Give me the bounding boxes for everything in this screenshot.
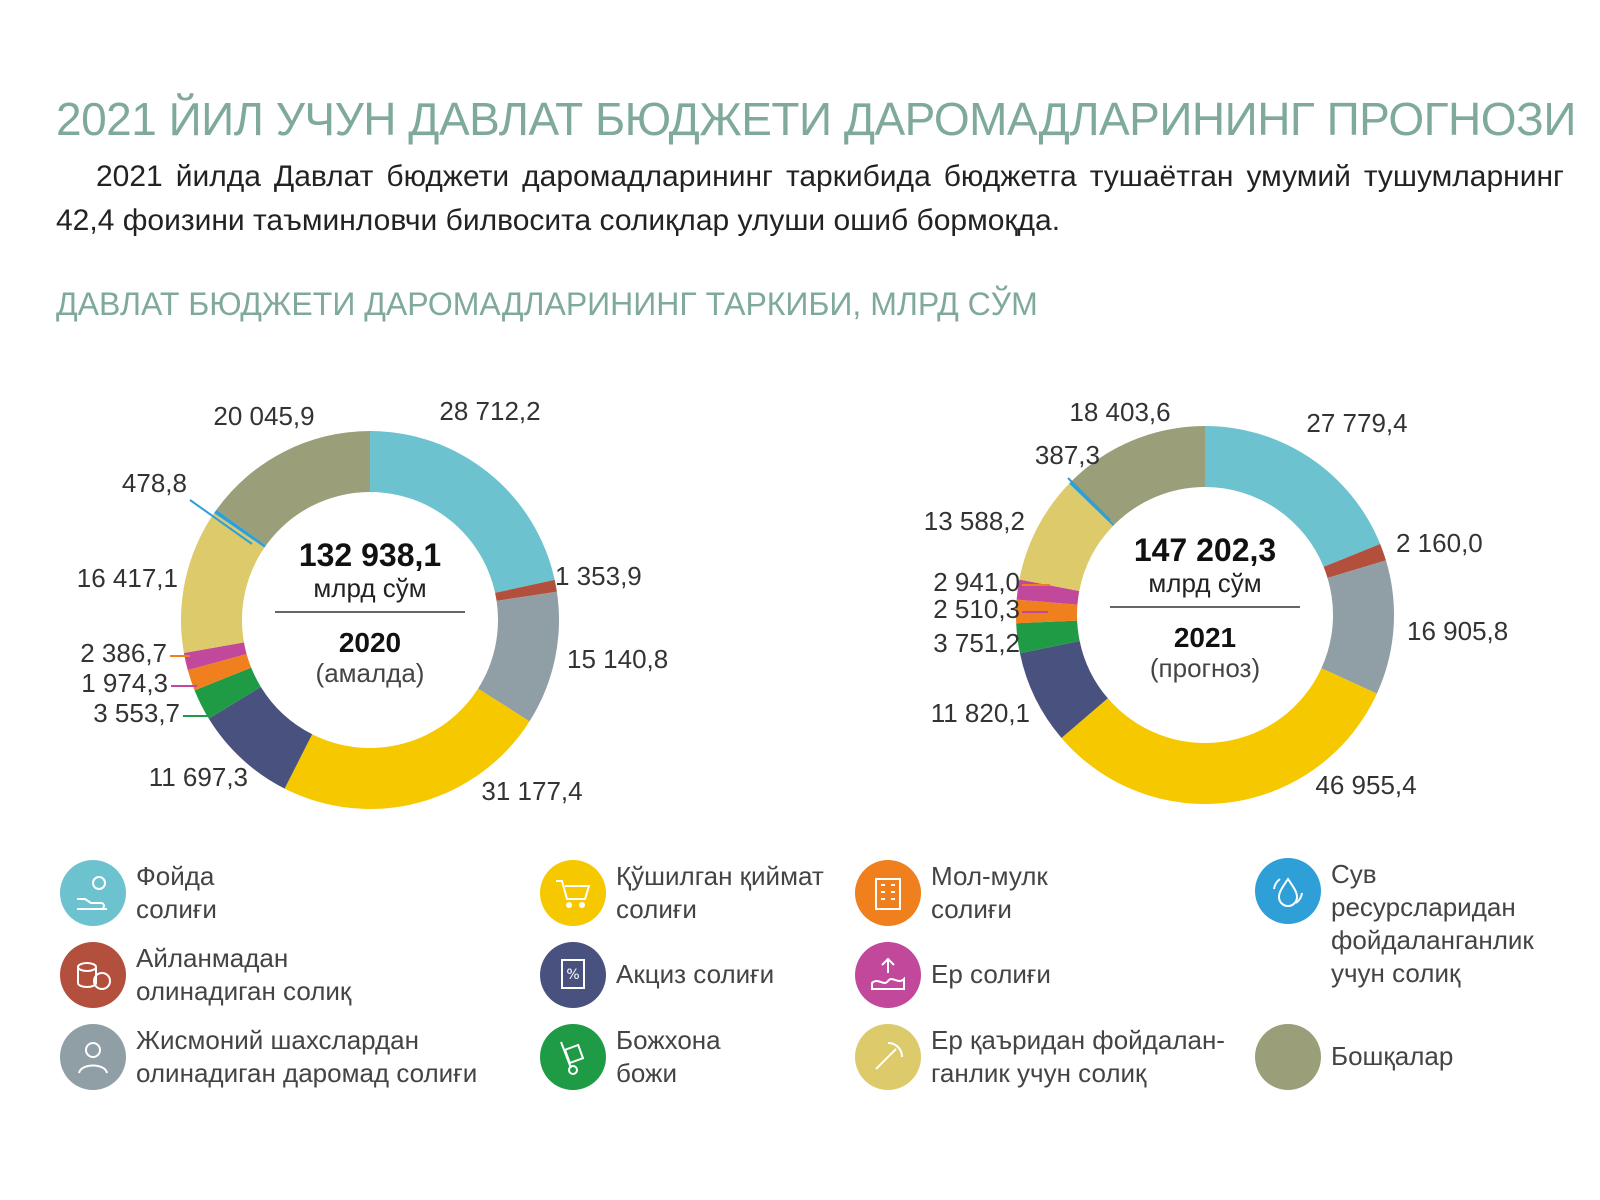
- legend-item: Қўшилган қиймат солиғи: [540, 860, 824, 926]
- slice-value-label: 11 697,3: [149, 762, 248, 792]
- slice-value-label: 1 974,3: [81, 668, 168, 698]
- donut-chart-2021: 27 779,4 2 160,0 16 905,8 46 955,4 11 820,1 3…: [924, 397, 1508, 805]
- slice-value-label: 18 403,6: [1069, 397, 1170, 427]
- legend-item: Мол-мулк солиғи: [855, 860, 1048, 926]
- center-note: (прогноз): [1150, 653, 1260, 683]
- center-unit: млрд сўм: [1148, 568, 1261, 598]
- slice-value-label: 15 140,8: [567, 644, 668, 674]
- legend-label: Акциз солиғи: [616, 959, 775, 989]
- hand-truck-icon: [540, 1024, 606, 1090]
- slice-value-label: 28 712,2: [439, 396, 540, 426]
- center-unit: млрд сўм: [313, 573, 426, 603]
- legend-item: % Акциз солиғи: [540, 942, 774, 1008]
- coin-stack-icon: [60, 942, 126, 1008]
- slice-value-label: 31 177,4: [481, 776, 582, 806]
- legend-item: Ер солиғи: [855, 942, 1051, 1008]
- legend-item: Жисмоний шахслардан олинадиган даромад с…: [60, 1024, 477, 1090]
- legend-label: Сув ресурсларидан фойдаланганлик учун со…: [1331, 859, 1534, 988]
- slice-value-label: 16 905,8: [1407, 616, 1508, 646]
- donut-slice: [194, 667, 261, 719]
- center-total: 147 202,3: [1134, 532, 1276, 568]
- slice-value-label: 1 353,9: [555, 561, 642, 591]
- legend-item: Бошқалар: [1255, 1024, 1453, 1090]
- legend-label: Бошқалар: [1331, 1041, 1454, 1071]
- donut-charts: 28 712,2 1 353,9 15 140,8 31 177,4 11 697,3 3…: [77, 396, 1508, 809]
- slice-value-label: 27 779,4: [1306, 408, 1407, 438]
- slice-value-label: 2 510,3: [933, 594, 1020, 624]
- donut-slice: [495, 579, 557, 601]
- donut-slice: [478, 591, 559, 722]
- slice-value-label: 3 553,7: [93, 698, 180, 728]
- legend-label: Ер солиғи: [931, 959, 1051, 989]
- cart-icon: [540, 860, 606, 926]
- donut-slice: [1071, 426, 1205, 525]
- donut-slice: [1061, 668, 1377, 805]
- donut-slice: [1321, 560, 1394, 694]
- legend-item: Айланмадан олинадиган солиқ: [60, 942, 351, 1008]
- building-icon: [855, 860, 921, 926]
- slice-value-label: 2 160,0: [1396, 528, 1483, 558]
- donut-slice: [208, 686, 313, 789]
- legend-label: Фойда солиғи: [136, 861, 217, 924]
- donut-slice: [1069, 481, 1115, 527]
- donut-chart-2020: 28 712,2 1 353,9 15 140,8 31 177,4 11 697,3 3…: [77, 396, 668, 809]
- legend-label: Мол-мулк солиғи: [931, 861, 1048, 924]
- legend-swatch: [1255, 1024, 1321, 1090]
- legend-item: Божхона божи: [540, 1024, 721, 1090]
- person-icon: [60, 1024, 126, 1090]
- donut-slice: [1205, 426, 1381, 567]
- page-title: 2021 ЙИЛ УЧУН ДАВЛАТ БЮДЖЕТИ ДАРОМАДЛАРИ…: [56, 93, 1576, 145]
- donut-slice: [181, 513, 265, 653]
- slice-value-label: 13 588,2: [924, 506, 1025, 536]
- mining-icon: [855, 1024, 921, 1090]
- donut-slice: [1019, 640, 1108, 738]
- donut-slice: [183, 642, 247, 671]
- svg-text:%: %: [566, 967, 579, 983]
- hand-coins-icon: [60, 860, 126, 926]
- donut-slice: [1323, 544, 1386, 579]
- slice-value-label: 387,3: [1035, 440, 1100, 470]
- legend-item: Фойда солиғи: [60, 860, 217, 926]
- legend-item: Ер қаъридан фойдалан- ганлик учун солиқ: [855, 1024, 1225, 1090]
- intro-paragraph: 2021 йилда Давлат бюджети даромадларинин…: [56, 160, 1564, 237]
- slice-value-label: 478,8: [122, 468, 187, 498]
- slice-value-label: 20 045,9: [213, 401, 314, 431]
- legend-label: Жисмоний шахслардан олинадиган даромад с…: [136, 1025, 478, 1088]
- center-year: 2021: [1174, 622, 1236, 653]
- slice-value-label: 3 751,2: [933, 628, 1020, 658]
- donut-slice: [187, 653, 252, 691]
- slice-value-label: 2 386,7: [80, 638, 167, 668]
- center-total: 132 938,1: [299, 537, 441, 573]
- legend-item: Сув ресурсларидан фойдаланганлик учун со…: [1255, 858, 1534, 990]
- stamp-icon: %: [540, 942, 606, 1008]
- center-year: 2020: [339, 627, 401, 658]
- chart-subtitle: ДАВЛАТ БЮДЖЕТИ ДАРОМАДЛАРИНИНГ ТАРКИБИ, …: [56, 286, 1038, 322]
- legend-label: Божхона божи: [616, 1025, 721, 1088]
- slice-value-label: 2 941,0: [933, 567, 1020, 597]
- slice-value-label: 16 417,1: [77, 563, 178, 593]
- center-note: (амалда): [316, 658, 425, 688]
- land-icon: [855, 942, 921, 1008]
- leader-line: [189, 499, 253, 545]
- slice-value-label: 46 955,4: [1315, 770, 1416, 800]
- legend-label: Қўшилган қиймат солиғи: [616, 861, 824, 924]
- donut-slice: [214, 509, 267, 548]
- donut-slice: [284, 688, 530, 809]
- donut-slice: [216, 431, 370, 546]
- slice-value-label: 11 820,1: [931, 698, 1030, 728]
- donut-slice: [1019, 483, 1113, 591]
- leader-line: [1067, 477, 1111, 521]
- legend-label: Айланмадан олинадиган солиқ: [136, 943, 352, 1006]
- legend-label: Ер қаъридан фойдалан- ганлик учун солиқ: [931, 1025, 1225, 1088]
- water-drop-icon: [1255, 858, 1321, 924]
- donut-slice: [370, 431, 555, 593]
